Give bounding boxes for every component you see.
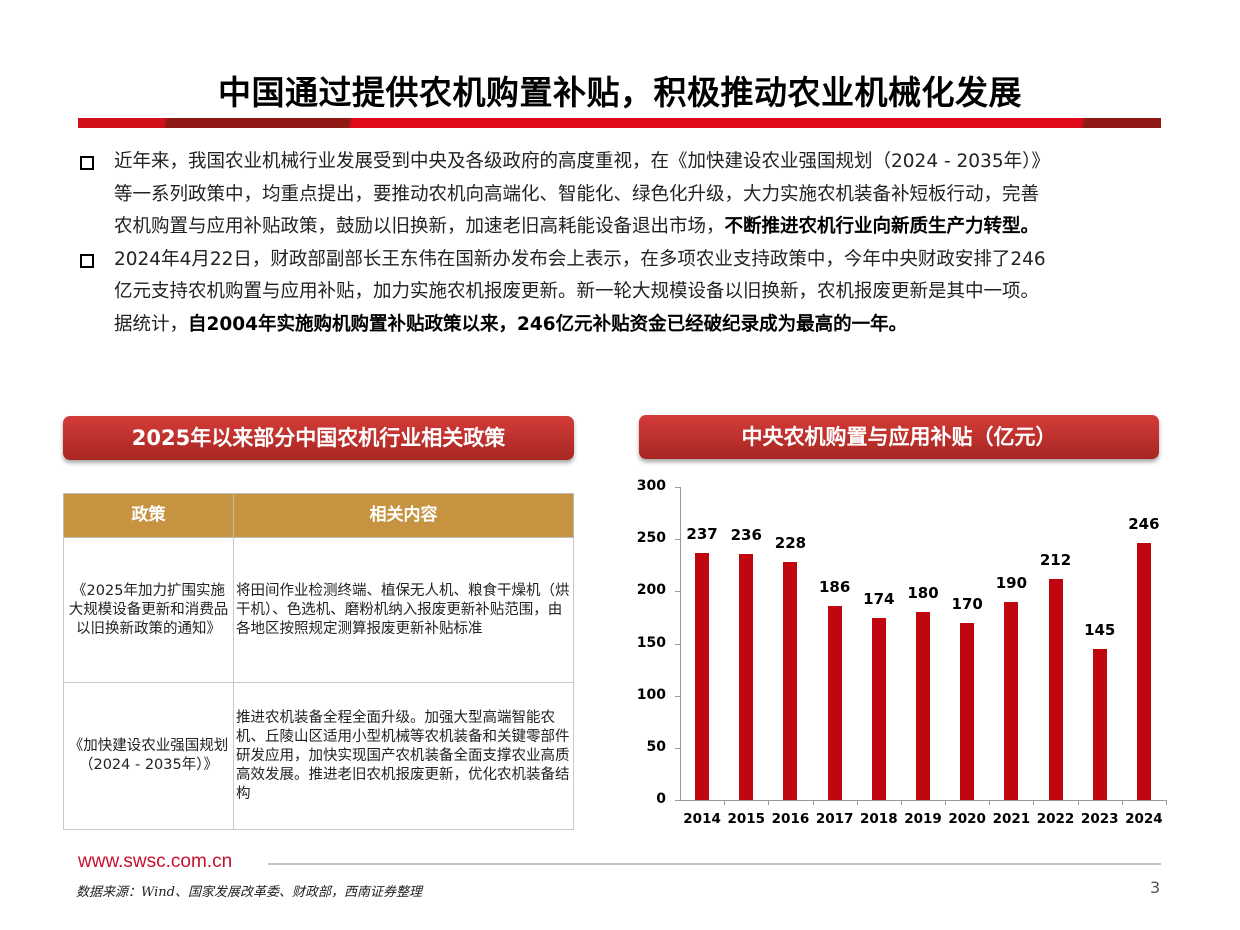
x-tick-label: 2018: [860, 811, 898, 827]
bar-2020: [960, 622, 975, 800]
table-row: 《2025年加力扩围实施大规模设备更新和消费品以旧换新政策的通知》 将田间作业检…: [63, 537, 574, 683]
bullet-line: 据统计，自2004年实施购机购置补贴政策以来，246亿元补贴资金已经破纪录成为最…: [114, 313, 908, 335]
bar-value-label: 237: [686, 524, 718, 543]
x-tick-mark: [1121, 800, 1123, 805]
y-tick-mark: [675, 800, 680, 801]
policy-section-title: 2025年以来部分中国农机行业相关政策: [63, 416, 574, 460]
bar-2018: [871, 618, 886, 800]
bar-value-label: 246: [1128, 515, 1160, 534]
square-bullet-icon: [80, 156, 94, 170]
x-tick-label: 2014: [683, 811, 721, 827]
x-tick-mark: [900, 800, 902, 805]
bar-value-label: 170: [951, 594, 983, 613]
bar-value-label: 212: [1039, 550, 1072, 569]
x-tick-mark: [724, 800, 726, 805]
bar-2016: [783, 562, 798, 800]
bar-2017: [827, 605, 842, 800]
data-source-note: 数据来源：Wind、国家发展改革委、财政部，西南证券整理: [76, 885, 422, 900]
table-row: 《加快建设农业强国规划（2024 - 2035年）》 推进农机装备全程全面升级。…: [63, 682, 574, 830]
bar-2022: [1048, 578, 1063, 800]
x-tick-mark: [812, 800, 814, 805]
x-tick-label: 2022: [1036, 811, 1075, 827]
bullet-list: 近年来，我国农业机械行业发展受到中央及各级政府的高度重视，在《加快建设农业强国规…: [76, 146, 1176, 341]
y-tick-mark: [675, 487, 680, 488]
y-tick-mark: [675, 747, 680, 749]
y-tick-label: 250: [636, 530, 666, 547]
y-tick-label: 0: [656, 791, 666, 807]
y-tick-mark: [675, 643, 680, 645]
bullet-line: 2024年4月22日，财政部副部长王东伟在国新办发布会上表示，在多项农业支持政策…: [114, 248, 1046, 270]
bar-2023: [1092, 648, 1107, 800]
policy-table: 政策 相关内容 《2025年加力扩围实施大规模设备更新和消费品以旧换新政策的通知…: [63, 493, 574, 830]
bullet-line: 农机购置与应用补贴政策，鼓励以旧换新，加速老旧高耗能设备退出市场，不断推进农机行…: [114, 216, 1040, 237]
title-divider-bar: [78, 118, 1161, 128]
y-tick-label: 150: [636, 634, 666, 651]
x-tick-mark: [945, 800, 947, 805]
bold-highlight: 不断推进农机行业向新质生产力转型。: [724, 216, 1040, 237]
x-axis: [680, 800, 1166, 801]
bar-2015: [739, 553, 754, 800]
bar-value-label: 190: [995, 573, 1028, 592]
x-tick-label: 2019: [904, 811, 942, 827]
x-tick-label: 2017: [815, 811, 854, 827]
table-header-row: 政策 相关内容: [63, 493, 574, 538]
bar-2019: [916, 612, 930, 800]
bar-2024: [1136, 543, 1151, 800]
x-tick-label: 2023: [1080, 811, 1119, 827]
bar-value-label: 180: [907, 584, 939, 603]
bullet-line: 亿元支持农机购置与应用补贴，加力实施农机报废更新。新一轮大规模设备以旧换新，农机…: [114, 281, 1040, 302]
page-number: 3: [1150, 878, 1161, 897]
bullet-line: 等一系列政策中，均重点提出，要推动农机向高端化、智能化、绿色化升级，大力实施农机…: [114, 183, 1040, 205]
x-tick-mark: [1077, 800, 1079, 805]
y-tick-label: 200: [636, 582, 666, 599]
y-tick-mark: [675, 539, 680, 541]
y-tick-label: 300: [636, 478, 666, 494]
bar-value-label: 145: [1084, 620, 1116, 639]
policy-content-cell: 推进农机装备全程全面升级。加强大型高端智能农机、丘陵山区适用小型机械等农机装备和…: [233, 682, 574, 830]
policy-name-cell: 《加快建设农业强国规划（2024 - 2035年）》: [63, 682, 234, 830]
footer-website: www.swsc.com.cn: [78, 851, 233, 872]
x-tick-mark: [989, 800, 991, 805]
y-tick-mark: [675, 591, 680, 593]
subsidy-bar-chart: 0 50 100 150 200 250 300 237 2014 236 2015 228 2016 1…: [630, 475, 1175, 835]
chart-section-title: 中央农机购置与应用补贴（亿元）: [639, 415, 1159, 459]
bar-2014: [695, 552, 710, 800]
x-tick-label: 2021: [992, 811, 1031, 827]
bullet-line: 近年来，我国农业机械行业发展受到中央及各级政府的高度重视，在《加快建设农业强国规…: [114, 151, 1050, 172]
y-tick-label: 100: [636, 686, 666, 703]
bar-value-label: 174: [863, 590, 895, 609]
y-axis: [680, 487, 681, 800]
bold-highlight: 自2004年实施购机购置补贴政策以来，246亿元补贴资金已经破纪录成为最高的一年…: [188, 313, 908, 335]
header-content: 相关内容: [233, 493, 574, 538]
bullet-item-2: 2024年4月22日，财政部副部长王东伟在国新办发布会上表示，在多项农业支持政策…: [76, 244, 1176, 342]
x-tick-mark: [856, 800, 858, 805]
policy-content-cell: 将田间作业检测终端、植保无人机、粮食干燥机（烘干机）、色选机、磨粉机纳入报废更新…: [233, 537, 574, 683]
bar-2021: [1004, 601, 1019, 800]
x-tick-label: 2016: [771, 811, 810, 827]
bar-value-label: 228: [774, 534, 807, 553]
bar-value-label: 236: [730, 525, 762, 544]
x-tick-label: 2015: [727, 811, 766, 827]
x-tick-mark: [768, 800, 770, 805]
x-tick-mark: [1033, 800, 1035, 805]
x-tick-label: 2020: [948, 811, 986, 827]
page-title: 中国通过提供农机购置补贴，积极推动农业机械化发展: [218, 73, 1022, 112]
x-tick-label: 2024: [1125, 811, 1163, 827]
square-bullet-icon: [80, 253, 94, 268]
header-policy: 政策: [63, 493, 234, 538]
y-tick-mark: [675, 695, 680, 697]
x-tick-mark: [1166, 800, 1167, 805]
policy-name-cell: 《2025年加力扩围实施大规模设备更新和消费品以旧换新政策的通知》: [63, 537, 234, 683]
bullet-item-1: 近年来，我国农业机械行业发展受到中央及各级政府的高度重视，在《加快建设农业强国规…: [76, 146, 1176, 244]
bar-value-label: 186: [818, 577, 851, 596]
footer-divider: [268, 863, 1161, 865]
y-tick-label: 50: [646, 738, 666, 755]
